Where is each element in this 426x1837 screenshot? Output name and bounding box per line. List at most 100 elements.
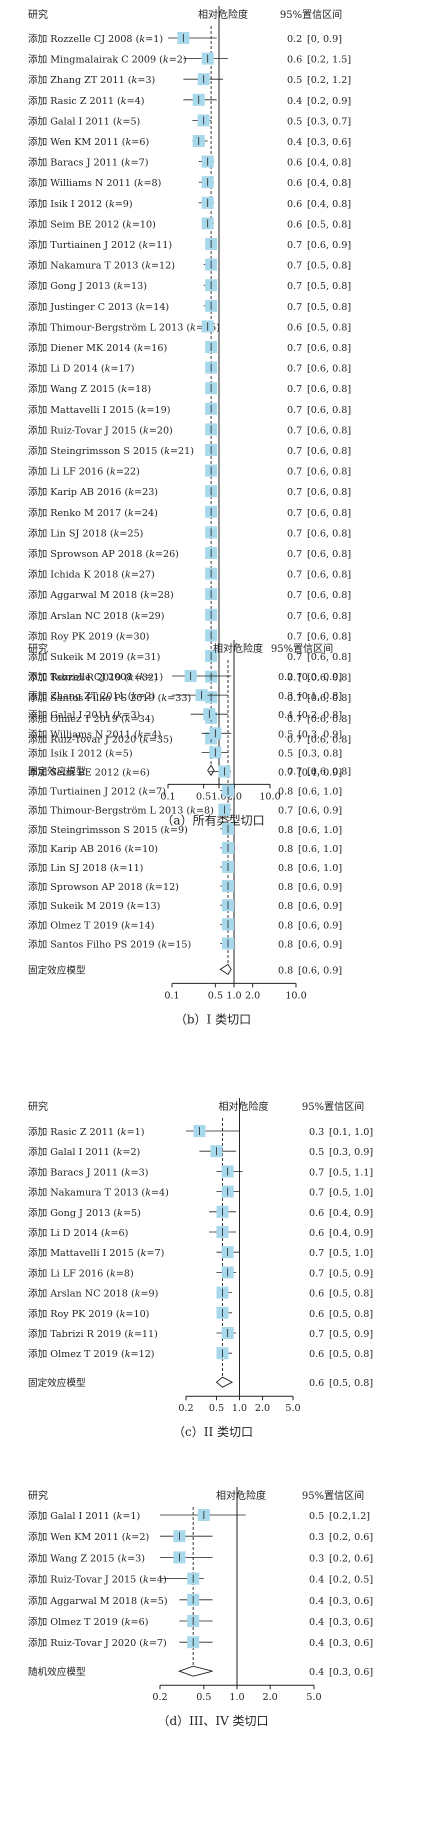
rr-value: 0.6	[309, 1349, 324, 1360]
study-label: 添加 Sukeik M 2019 (k=31)	[28, 652, 160, 663]
ci-value: [0.2,1.2]	[329, 1511, 370, 1522]
ci-value: [0.6, 0.9]	[307, 240, 351, 251]
rr-value: 0.4	[309, 1596, 324, 1607]
study-label: 添加 Ruiz-Tovar J 2015 (k=4)	[28, 1575, 167, 1586]
ci-value: [0.5, 0.8]	[307, 219, 351, 230]
ci-value: [0.4, 0.8]	[307, 178, 351, 189]
study-label: 添加 Karip AB 2016 (k=10)	[28, 844, 158, 855]
rr-value: 0.7	[287, 364, 302, 375]
study-label: 添加 Williams N 2011 (k=8)	[28, 178, 161, 189]
x-tick-label: 0.1	[160, 791, 175, 802]
rr-value: 0.3	[309, 1532, 324, 1543]
study-label: 添加 Sprowson AP 2018 (k=12)	[28, 882, 179, 893]
ci-value: [0.6, 1.0]	[298, 825, 342, 836]
study-label: 添加 Santos Filho PS 2019 (k=15)	[28, 939, 191, 950]
study-label: 添加 Galal I 2011 (k=1)	[28, 1511, 140, 1522]
study-label: 添加 Lin SJ 2018 (k=25)	[28, 528, 143, 539]
ci-value: [0.3, 0.7]	[307, 116, 351, 127]
study-label: 添加 Turtiainen J 2012 (k=7)	[28, 787, 166, 798]
summary-rr-value: 0.7	[287, 766, 302, 777]
rr-value: 0.3	[278, 691, 293, 702]
ci-value: [0.5, 0.8]	[307, 281, 351, 292]
study-label: 添加 Renko M 2017 (k=24)	[28, 508, 158, 519]
x-tick-label: 1.0	[229, 1692, 244, 1703]
header-study: 研究	[28, 8, 48, 21]
study-label: 添加 Turtiainen J 2012 (k=11)	[28, 240, 172, 251]
ci-value: [0.4, 0.9]	[329, 1208, 373, 1219]
x-tick-label: 0.5	[196, 1692, 211, 1703]
rr-value: 0.7	[287, 570, 302, 581]
summary-diamond	[178, 1665, 213, 1677]
study-label: 添加 Arslan NC 2018 (k=29)	[28, 611, 165, 622]
x-tick-label: 0.5	[196, 791, 211, 802]
summary-ci-value: [0.6, 0.8]	[307, 766, 351, 777]
rr-value: 0.7	[278, 806, 293, 817]
rr-value: 0.6	[309, 1289, 324, 1300]
ci-value: [0.5, 0.8]	[307, 322, 351, 333]
ci-value: [0.3, 0.9]	[329, 1147, 373, 1158]
rr-value: 0.8	[278, 901, 293, 912]
study-label: 添加 Steingrimsson S 2015 (k=21)	[28, 446, 194, 457]
summary-diamond	[215, 1376, 234, 1388]
rr-value: 0.7	[287, 590, 302, 601]
rr-value: 0.4	[287, 96, 302, 107]
rr-value: 0.4	[287, 137, 302, 148]
ci-value: [0.6, 1.0]	[298, 844, 342, 855]
rr-value: 0.7	[287, 734, 302, 745]
ci-value: [0.0, 0.9]	[298, 672, 342, 683]
x-tick-label: 0.5	[208, 990, 223, 1001]
rr-value: 0.4	[309, 1575, 324, 1586]
rr-value: 0.7	[287, 405, 302, 416]
summary-rr-value: 0.4	[309, 1667, 324, 1678]
x-tick-label: 10.0	[285, 990, 306, 1001]
ci-value: [0.5, 0.8]	[307, 302, 351, 313]
rr-value: 0.7	[287, 261, 302, 272]
ci-value: [0.4, 0.8]	[307, 158, 351, 169]
rr-value: 0.7	[287, 549, 302, 560]
ci-value: [0.5, 1.1]	[329, 1167, 373, 1178]
x-tick-label: 5.0	[306, 1692, 321, 1703]
ci-value: [0.2, 0.5]	[329, 1575, 373, 1586]
rr-value: 0.2	[287, 34, 302, 45]
rr-value: 0.5	[278, 729, 293, 740]
study-label: 添加 Olmez T 2019 (k=34)	[28, 714, 155, 725]
x-tick-label: 2.0	[245, 990, 260, 1001]
ci-value: [0.2, 1.5]	[307, 55, 351, 66]
study-label: 添加 Zhang ZT 2011 (k=3)	[28, 75, 155, 86]
summary-label: 固定效应模型	[28, 765, 86, 777]
header-ci: 95%置信区间	[271, 642, 333, 655]
study-label: 添加 Aggarwal M 2018 (k=28)	[28, 590, 174, 601]
ci-value: [0.6, 0.8]	[307, 714, 351, 725]
rr-value: 0.7	[309, 1248, 324, 1259]
ci-value: [0.6, 0.8]	[307, 652, 351, 663]
x-tick-label: 1.0	[211, 791, 226, 802]
summary-label: 固定效应模型	[28, 1377, 86, 1389]
rr-value: 0.8	[278, 939, 293, 950]
rr-value: 0.7	[287, 240, 302, 251]
ci-value: [0.2, 0.8]	[298, 710, 342, 721]
study-label: 添加 Diener MK 2014 (k=16)	[28, 343, 167, 354]
rr-value: 0.7	[287, 673, 302, 684]
study-label: 添加 Wen KM 2011 (k=2)	[28, 1532, 149, 1543]
ci-value: [0.6, 0.8]	[307, 528, 351, 539]
header-effect: 相对危险度	[219, 1100, 269, 1113]
ci-value: [0.6, 0.8]	[307, 508, 351, 519]
ci-value: [0.5, 0.8]	[329, 1349, 373, 1360]
summary-rr-value: 0.8	[278, 965, 293, 976]
rr-value: 0.5	[287, 116, 302, 127]
study-label: 添加 Rozzelle CJ 2008 (k=1)	[28, 34, 163, 45]
ci-value: [0.6, 1.0]	[298, 787, 342, 798]
panel-caption: （c）II 类切口	[173, 1425, 253, 1439]
ci-value: [0, 0.9]	[307, 34, 342, 45]
summary-ci-value: [0.3, 0.6]	[329, 1667, 373, 1678]
ci-value: [0.4, 0.9]	[298, 768, 342, 779]
study-label: 添加 Li LF 2016 (k=8)	[28, 1268, 134, 1279]
study-label: 添加 Rasic Z 2011 (k=4)	[28, 96, 144, 107]
header-ci: 95%置信区间	[302, 1100, 364, 1113]
ci-value: [0.4, 0.8]	[307, 199, 351, 210]
study-label: 添加 Nakamura T 2013 (k=4)	[28, 1188, 169, 1199]
x-tick-label: 5.0	[285, 1403, 300, 1414]
study-label: 添加 Lin SJ 2018 (k=11)	[28, 863, 143, 874]
